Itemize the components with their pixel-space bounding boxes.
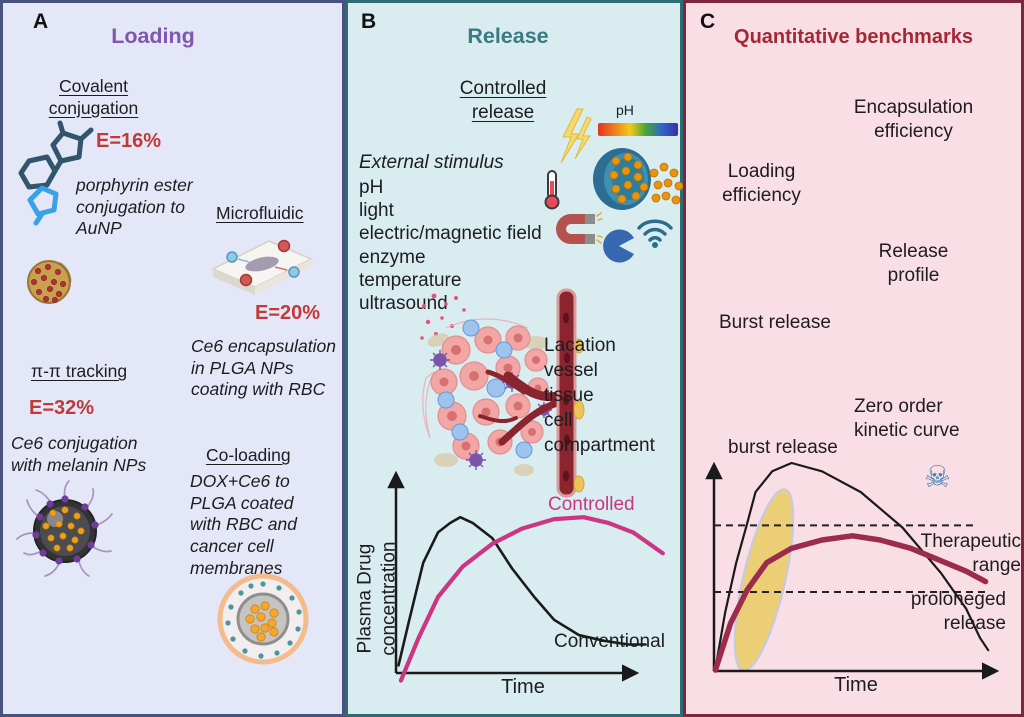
caption-pipi: Ce6 conjugation with melanin NPs (11, 433, 147, 475)
label-burst-release: burst release (728, 437, 838, 458)
label-conventional: Conventional (554, 631, 665, 652)
release-kinetics-graph (705, 461, 1000, 680)
curve-controlled (398, 515, 665, 683)
panel-benchmarks: C Quantitative benchmarks Encapsulation … (683, 0, 1024, 717)
caption-coloading: DOX+Ce6 to PLGA coated with RBC and canc… (190, 471, 297, 578)
item-zero-order: Zero order kinetic curve (854, 396, 960, 441)
vessel-caption: Lacation vessel tissue cell compartment (544, 335, 655, 457)
stimulus-list: pH light electric/magnetic field enzyme … (359, 177, 542, 314)
ph-gradient-bar (598, 123, 678, 136)
caption-covalent: porphyrin ester conjugation to AuNP (76, 175, 193, 239)
item-loading-efficiency: Loading efficiency (722, 161, 801, 206)
item-release-profile: Release profile (878, 241, 949, 286)
efficiency-pipi: E=32% (29, 397, 95, 419)
porphyrin-molecule-icon (18, 120, 94, 226)
heading-pipi-tracking: π-π tracking (31, 361, 128, 381)
panel-b-title: Release (467, 24, 549, 48)
label-therapeutic-range: Therapeutic range (920, 531, 1021, 576)
enzyme-icon (603, 229, 634, 263)
panel-c-title: Quantitative benchmarks (734, 26, 973, 48)
plasma-concentration-graph (387, 470, 665, 683)
item-burst-release: Burst release (719, 312, 831, 333)
efficiency-microfluidic: E=20% (255, 302, 321, 324)
label-prolonged-release: proloneged release (910, 589, 1006, 634)
panel-c-label: C (700, 10, 716, 33)
panel-loading: A Loading Covalent conjugation E=16% por… (0, 0, 345, 717)
magnet-icon (556, 212, 603, 244)
heading-controlled-release: Controlled release (459, 78, 547, 123)
melanin-nanoparticle-icon (16, 480, 113, 577)
gold-nanoparticle-icon (27, 260, 72, 304)
panel-a-title: Loading (111, 24, 195, 48)
panel-b-label: B (361, 10, 377, 33)
lightning-icon (560, 108, 592, 164)
caption-microfluidic: Ce6 encapsulation in PLGA NPs coating wi… (191, 336, 336, 400)
ultrasound-wifi-icon (637, 219, 673, 248)
burst-highlight-ellipse (733, 488, 795, 672)
panel-a-label: A (33, 10, 49, 33)
release-nanoparticle-icon (593, 148, 684, 210)
coloading-nanoparticle-icon (217, 573, 309, 665)
curve-conventional (397, 515, 647, 667)
curve-prolonged-release (712, 533, 989, 673)
graph-xlabel: Time (834, 674, 878, 696)
heading-covalent-conjugation: Covalent conjugation (48, 76, 139, 118)
graph-ylabel: Plasma Drug concentration (354, 541, 399, 656)
heading-microfluidic: Microfluidic (216, 203, 304, 223)
heading-coloading: Co-loading (206, 445, 291, 465)
efficiency-covalent: E=16% (96, 130, 162, 152)
label-controlled: Controlled (548, 494, 635, 515)
item-encapsulation-efficiency: Encapsulation efficiency (853, 97, 974, 142)
skull-toxicity-icon: ☠ (924, 461, 951, 494)
thermometer-icon (544, 170, 560, 210)
stimulus-title: External stimulus (359, 152, 504, 173)
microfluidic-chip-icon (211, 239, 313, 295)
ph-label: pH (616, 102, 634, 118)
curve-burst-release (714, 461, 990, 670)
graph-xlabel: Time (501, 676, 545, 698)
panel-release: B Release Controlled release External st… (345, 0, 684, 717)
vessel-tissue-illustration (420, 288, 585, 498)
